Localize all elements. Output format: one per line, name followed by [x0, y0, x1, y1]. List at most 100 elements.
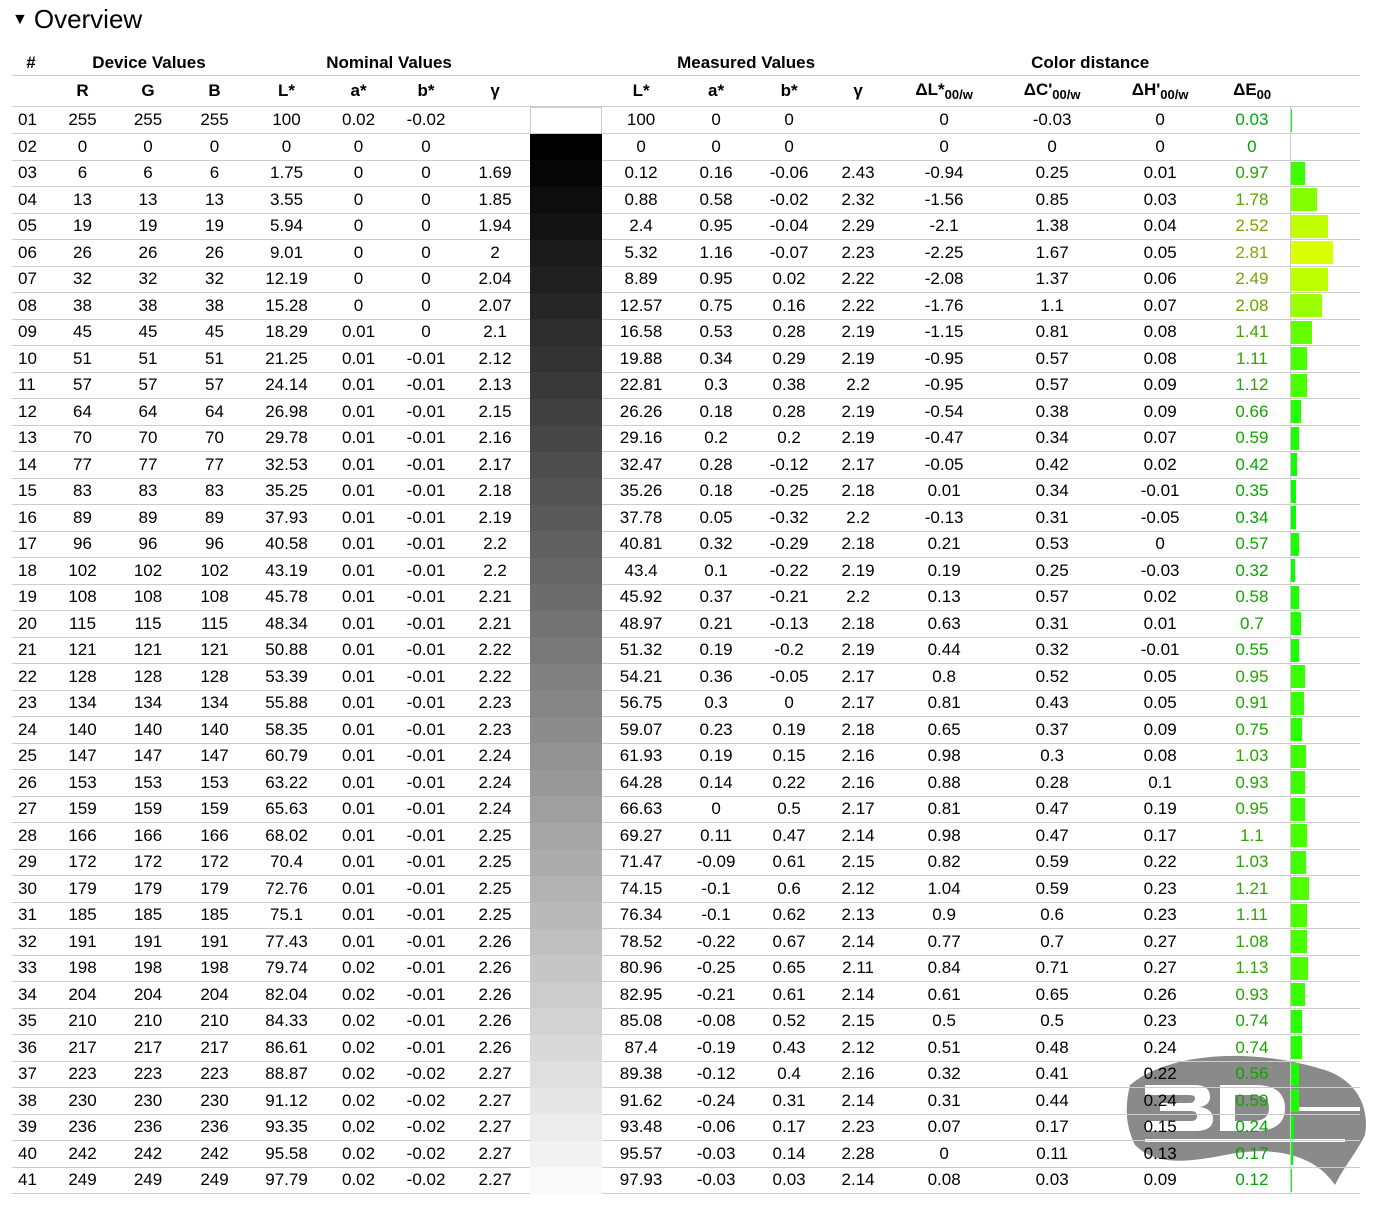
delta-e-bar: [1290, 241, 1333, 265]
cell-index: 19: [12, 584, 50, 611]
cell-measured-b: 0.38: [752, 372, 827, 399]
header-color-distance: Color distance: [890, 50, 1291, 76]
cell-measured-b: 0.16: [752, 292, 827, 320]
cell-nominal-a: 0.02: [325, 955, 393, 982]
cell-delta-h: -0.05: [1106, 504, 1215, 532]
cell-nominal-a: 0.01: [325, 928, 393, 956]
cell-delta-c: 0.53: [998, 531, 1107, 558]
sub-header-nominal-gamma: γ: [460, 75, 531, 107]
cell-measured-l: 0.88: [602, 186, 681, 214]
cell-delta-e: 0.93: [1214, 981, 1291, 1009]
cell-measured-gamma: 2.15: [826, 1008, 891, 1035]
cell-r: 230: [50, 1087, 115, 1115]
cell-measured-b: 0.62: [752, 902, 827, 929]
gray-swatch: [530, 610, 603, 637]
cell-delta-e: 2.08: [1214, 292, 1291, 320]
cell-delta-c: 0.65: [998, 981, 1107, 1009]
overview-section-toggle[interactable]: ▼ Overview: [12, 4, 142, 35]
cell-nominal-gamma: 2.24: [460, 769, 531, 797]
cell-delta-c: 1.37: [998, 266, 1107, 293]
gray-swatch: [530, 637, 603, 664]
delta-e-bar: [1290, 1168, 1293, 1192]
delta-e-bar-cell: [1289, 239, 1361, 267]
gray-swatch: [530, 213, 603, 240]
cell-nominal-a: 0.02: [325, 1114, 393, 1141]
cell-g: 179: [115, 875, 181, 903]
cell-delta-c: 0.28: [998, 769, 1107, 797]
cell-g: 191: [115, 928, 181, 956]
delta-e-bar-cell: [1289, 1114, 1361, 1141]
cell-measured-b: 0.6: [752, 875, 827, 903]
cell-b: 83: [181, 478, 249, 505]
cell-r: 198: [50, 955, 115, 982]
cell-b: 249: [181, 1167, 249, 1194]
delta-e-bar-cell: [1289, 663, 1361, 691]
cell-delta-e: 0.95: [1214, 663, 1291, 691]
cell-nominal-gamma: 2.26: [460, 981, 531, 1009]
cell-b: 26: [181, 239, 249, 267]
cell-g: 210: [115, 1008, 181, 1035]
cell-delta-e: 0.55: [1214, 637, 1291, 664]
cell-delta-c: 0.57: [998, 345, 1107, 373]
cell-nominal-b: 0: [392, 133, 461, 161]
cell-nominal-b: -0.01: [392, 822, 461, 850]
cell-nominal-l: 1.75: [248, 160, 326, 187]
cell-measured-l: 22.81: [602, 372, 681, 399]
cell-delta-h: 0.08: [1106, 345, 1215, 373]
cell-index: 12: [12, 398, 50, 426]
sub-header-r: R: [50, 75, 115, 107]
cell-delta-e: 0.17: [1214, 1140, 1291, 1168]
cell-delta-e: 0.74: [1214, 1034, 1291, 1062]
cell-index: 20: [12, 610, 50, 638]
cell-delta-l: 0.65: [890, 716, 999, 744]
cell-measured-b: 0.5: [752, 796, 827, 823]
cell-measured-gamma: [826, 133, 891, 161]
cell-nominal-l: 18.29: [248, 319, 326, 346]
cell-index: 40: [12, 1140, 50, 1168]
header-index: #: [12, 50, 50, 76]
cell-measured-b: -0.13: [752, 610, 827, 638]
cell-g: 13: [115, 186, 181, 214]
cell-measured-l: 69.27: [602, 822, 681, 850]
cell-nominal-l: 93.35: [248, 1114, 326, 1141]
delta-e-bar: [1290, 320, 1312, 344]
delta-e-bar: [1290, 665, 1305, 689]
cell-r: 217: [50, 1034, 115, 1062]
cell-delta-e: 0: [1214, 133, 1291, 161]
cell-r: 45: [50, 319, 115, 346]
sub-header-bar: [1290, 75, 1361, 107]
cell-nominal-gamma: 2.25: [460, 875, 531, 903]
cell-b: 89: [181, 504, 249, 532]
table-row: 41 249 249 249 97.79 0.02 -0.02 2.27 97.93 -0.03 0…: [12, 1167, 1361, 1194]
cell-delta-e: 0.34: [1214, 504, 1291, 532]
cell-nominal-gamma: 2.04: [460, 266, 531, 293]
cell-nominal-l: 9.01: [248, 239, 326, 267]
table-row: 04 13 13 13 3.55 0 0 1.85 0.88 0.58 -0.02 2.32 -1.56…: [12, 186, 1361, 214]
cell-delta-l: -0.95: [890, 345, 999, 373]
cell-delta-e: 1.03: [1214, 849, 1291, 876]
cell-delta-c: 0.57: [998, 372, 1107, 399]
cell-measured-l: 82.95: [602, 981, 681, 1009]
cell-nominal-l: 68.02: [248, 822, 326, 850]
cell-nominal-gamma: 2.25: [460, 902, 531, 929]
delta-e-bar-cell: [1289, 1008, 1361, 1035]
cell-measured-a: -0.24: [680, 1087, 753, 1115]
table-row: 34 204 204 204 82.04 0.02 -0.01 2.26 82.95 -0.21 0…: [12, 981, 1361, 1009]
table-row: 24 140 140 140 58.35 0.01 -0.01 2.23 59.07 0.23 0.…: [12, 716, 1361, 744]
cell-delta-e: 0.75: [1214, 716, 1291, 744]
table-row: 30 179 179 179 72.76 0.01 -0.01 2.25 74.15 -0.1 0.…: [12, 875, 1361, 903]
cell-r: 255: [50, 106, 115, 134]
cell-nominal-b: -0.02: [392, 1087, 461, 1115]
cell-r: 51: [50, 345, 115, 373]
cell-measured-gamma: 2.17: [826, 663, 891, 691]
cell-nominal-l: 60.79: [248, 743, 326, 770]
cell-delta-c: 0.52: [998, 663, 1107, 691]
cell-nominal-a: 0.01: [325, 504, 393, 532]
table-row: 39 236 236 236 93.35 0.02 -0.02 2.27 93.48 -0.06 0…: [12, 1114, 1361, 1141]
cell-index: 27: [12, 796, 50, 823]
cell-b: 217: [181, 1034, 249, 1062]
cell-nominal-a: 0: [325, 239, 393, 267]
cell-measured-a: -0.06: [680, 1114, 753, 1141]
cell-nominal-a: 0.01: [325, 716, 393, 744]
cell-nominal-gamma: 2.22: [460, 637, 531, 664]
